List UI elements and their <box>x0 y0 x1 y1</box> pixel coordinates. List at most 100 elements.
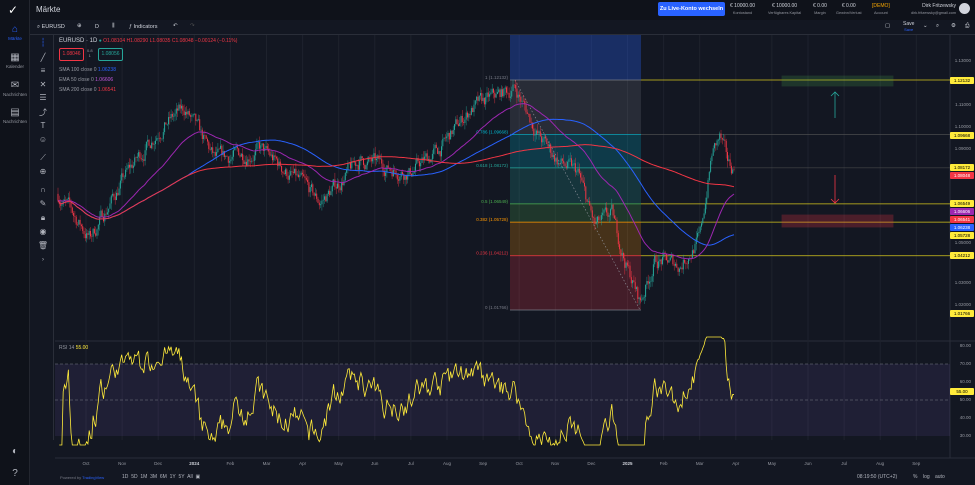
trash-icon[interactable]: 🗑︎ <box>37 241 49 250</box>
indicators-button[interactable]: ƒ Indicators <box>129 24 158 30</box>
quick-search-icon[interactable]: ⌕ <box>936 23 940 29</box>
sidebar-item-markets[interactable]: ⌂ Märkte <box>0 24 30 41</box>
expand-icon[interactable]: › <box>42 257 44 263</box>
candle <box>61 204 63 206</box>
candle <box>290 171 292 176</box>
chevron-down-icon[interactable]: ⌄ <box>923 23 928 29</box>
candle <box>117 192 119 196</box>
text-icon[interactable]: T <box>40 121 46 130</box>
candle <box>702 218 704 224</box>
candle <box>223 151 225 157</box>
candle <box>599 219 601 221</box>
forecast-icon[interactable]: ⤴ <box>39 108 47 117</box>
candle <box>366 161 368 166</box>
candle <box>407 174 409 180</box>
candle <box>489 94 491 97</box>
candle <box>212 147 214 153</box>
range-5y[interactable]: 5Y <box>178 474 185 480</box>
theme-toggle-icon[interactable]: ◐ <box>11 446 19 457</box>
candle <box>364 164 366 170</box>
candle <box>500 89 502 97</box>
range-3m[interactable]: 3M <box>150 474 158 480</box>
ma-item: SMA 200 close 0 1.06541 <box>59 87 116 93</box>
buy-button[interactable]: 1.08056 <box>98 48 123 61</box>
avatar[interactable] <box>959 3 970 14</box>
powered-by[interactable]: Powered by TradingView <box>60 475 105 480</box>
range-5d[interactable]: 5D <box>131 474 138 480</box>
candle <box>727 152 728 161</box>
auto-toggle[interactable]: auto <box>935 474 945 480</box>
compare-icon[interactable]: ⊕ <box>77 23 82 29</box>
range-1y[interactable]: 1Y <box>169 474 176 480</box>
fib-icon[interactable]: ☰ <box>39 93 47 102</box>
candle <box>519 94 520 97</box>
range-all[interactable]: All <box>187 474 193 480</box>
candle <box>77 224 78 226</box>
trendline-icon[interactable]: ╱ <box>40 53 46 62</box>
candle <box>669 257 671 261</box>
switch-live-account-button[interactable]: Zu Live-Konto wechseln <box>658 2 725 16</box>
percent-toggle[interactable]: % <box>913 474 918 480</box>
candle <box>125 169 127 177</box>
candle <box>416 158 418 164</box>
sidebar-item-news-2[interactable]: ▤ Nachrichten <box>0 107 30 124</box>
redo-icon[interactable]: ↷ <box>190 23 195 29</box>
candle <box>463 122 465 123</box>
symbol-search[interactable]: ⌕ EURUSD <box>37 24 65 30</box>
candle <box>296 174 298 176</box>
ruler-icon[interactable]: ⟋ <box>40 153 46 162</box>
channel-icon[interactable]: ≡ <box>40 66 46 75</box>
candle <box>368 157 370 162</box>
gear-icon[interactable]: ⚙ <box>951 23 956 29</box>
sidebar-item-news[interactable]: ✉ Nachrichten <box>0 80 30 97</box>
lock-draw-icon[interactable]: ✎ <box>39 199 47 208</box>
range-1m[interactable]: 1M <box>140 474 148 480</box>
candle <box>203 135 205 140</box>
magnet-icon[interactable]: ∩ <box>40 185 46 194</box>
sidebar: ✓ ⌂ Märkte ▦ Kalender ✉ Nachrichten ▤ Nachri… <box>0 0 30 485</box>
range-6m[interactable]: 6M <box>159 474 167 480</box>
range-1d[interactable]: 1D <box>122 474 129 480</box>
user-info[interactable]: Dirk Fritzewsky dirk.fritzewsky@gmail.com <box>911 3 956 15</box>
clock[interactable]: 08:19:50 (UTC+2) <box>857 474 898 480</box>
fullscreen-icon[interactable]: ▢ <box>885 23 891 29</box>
candle <box>660 259 662 265</box>
candle <box>602 212 604 216</box>
candle <box>396 174 398 180</box>
candle <box>699 226 701 232</box>
candle <box>321 200 323 205</box>
undo-icon[interactable]: ↶ <box>173 23 178 29</box>
candle <box>374 153 376 161</box>
candle <box>645 284 647 297</box>
candle <box>441 146 442 157</box>
sell-button[interactable]: 1.08046 <box>59 48 84 61</box>
candle-type-icon[interactable]: ⫼ <box>112 23 115 29</box>
emoji-icon[interactable]: ☺ <box>38 135 48 144</box>
candle <box>477 96 479 101</box>
eye-icon[interactable]: ◉ <box>39 227 47 236</box>
candle <box>131 164 133 168</box>
zoom-icon[interactable]: ⊕ <box>39 167 47 176</box>
rsi-legend: RSI 14 55.00 <box>59 345 89 351</box>
sidebar-item-calendar[interactable]: ▦ Kalender <box>0 52 30 69</box>
interval-button[interactable]: D <box>95 24 99 30</box>
candle <box>73 212 75 216</box>
log-toggle[interactable]: log <box>923 474 930 480</box>
time-axis-label: Mar <box>695 461 704 466</box>
candle <box>563 160 565 164</box>
crosshair-icon[interactable]: ┆ <box>40 38 46 47</box>
label: Märkte <box>8 36 22 41</box>
snapshot-icon[interactable]: ⎙ <box>965 23 970 29</box>
candle <box>291 171 293 172</box>
save-button[interactable]: Save Save <box>903 21 915 32</box>
candle <box>547 144 549 147</box>
candle <box>555 158 557 162</box>
lock-icon[interactable]: 🔒︎ <box>40 213 46 222</box>
candle <box>611 204 613 210</box>
candle <box>659 259 661 262</box>
pattern-icon[interactable]: ✕ <box>39 80 47 89</box>
help-icon[interactable]: ? <box>12 468 18 479</box>
candle <box>600 215 602 221</box>
date-range-icon[interactable]: ▣ <box>195 474 201 480</box>
